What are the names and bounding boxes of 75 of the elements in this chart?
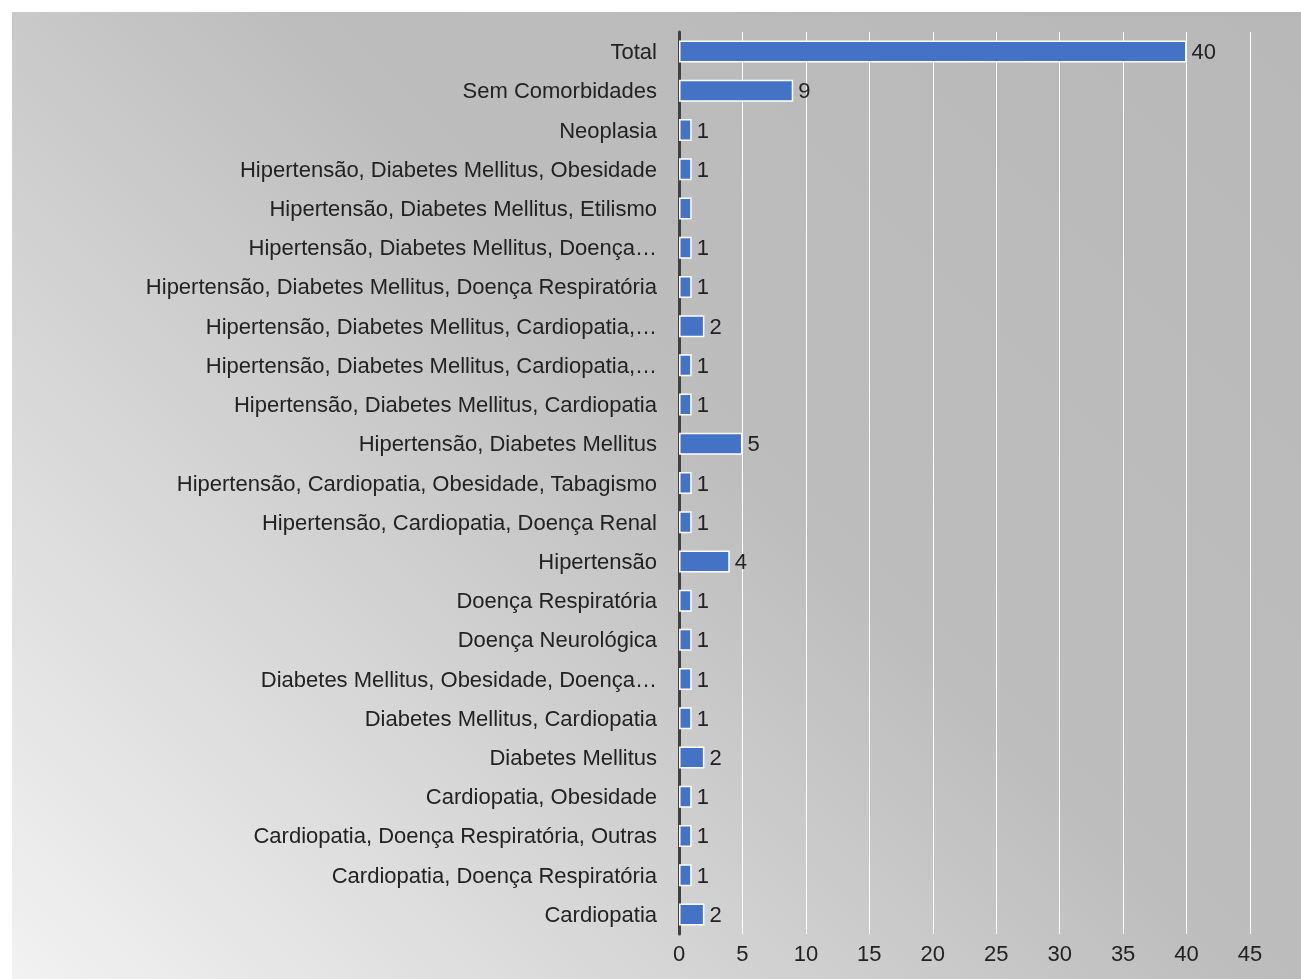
x-tick-label: 0 (672, 940, 686, 966)
x-tick-label: 40 (1174, 940, 1199, 966)
bar (679, 315, 705, 338)
data-label: 1 (696, 627, 709, 653)
bar (679, 197, 692, 220)
y-tick-label: Diabetes Mellitus, Cardiopatia (364, 705, 658, 731)
bar (679, 354, 692, 377)
x-tick-label: 25 (983, 940, 1009, 966)
data-label: 1 (696, 784, 709, 810)
bar (679, 824, 692, 847)
bar (679, 668, 692, 691)
data-label: 4 (734, 548, 748, 574)
y-tick-label: Hipertensão, Diabetes Mellitus, Cardiopatia (233, 392, 658, 418)
y-tick-label: Doença Respiratória (456, 588, 658, 614)
data-label: 40 (1191, 39, 1217, 65)
y-tick-label: Hipertensão, Diabetes Mellitus, Obesidade (239, 156, 657, 182)
data-label: 1 (696, 117, 709, 143)
data-label: 1 (696, 705, 709, 731)
data-label: 1 (696, 509, 709, 535)
x-tick-label: 5 (736, 940, 749, 966)
y-tick-label: Hipertensão, Diabetes Mellitus, Cardiopatia,… (205, 352, 657, 378)
data-label: 1 (696, 352, 709, 378)
data-label: 1 (696, 274, 709, 300)
x-tick-label: 20 (920, 940, 946, 966)
data-label: 1 (696, 156, 709, 182)
x-tick-label: 45 (1237, 940, 1263, 966)
y-tick-label: Cardiopatia (544, 901, 658, 927)
bar (679, 785, 692, 808)
data-label: 1 (696, 392, 709, 418)
bar (679, 550, 730, 573)
y-tick-label: Neoplasia (559, 117, 658, 143)
bar (679, 707, 692, 730)
y-tick-label: Sem Comorbidades (462, 78, 657, 104)
data-label: 1 (696, 862, 709, 888)
bar (679, 864, 692, 887)
x-tick-label: 10 (793, 940, 819, 966)
data-label: 5 (747, 431, 760, 457)
y-tick-label: Hipertensão, Cardiopatia, Obesidade, Tabagismo (176, 470, 657, 496)
bar (679, 903, 705, 926)
data-label: 9 (798, 78, 811, 104)
bar (679, 158, 692, 181)
data-label: 2 (709, 745, 722, 771)
x-tick-label: 30 (1047, 940, 1072, 966)
data-label: 2 (709, 901, 722, 927)
data-label: 1 (696, 235, 709, 261)
data-label: 1 (696, 470, 709, 496)
y-tick-label: Hipertensão (538, 548, 657, 574)
data-label: 1 (696, 666, 709, 692)
x-tick-label: 35 (1110, 940, 1136, 966)
y-tick-label: Hipertensão, Cardiopatia, Doença Renal (261, 509, 657, 535)
y-tick-label: Hipertensão, Diabetes Mellitus (358, 431, 657, 457)
bar (679, 236, 692, 259)
bar (679, 511, 692, 534)
y-tick-label: Total (610, 39, 657, 65)
bar (679, 746, 705, 769)
bar (679, 628, 692, 651)
data-label: 1 (696, 823, 709, 849)
data-label: 2 (709, 313, 722, 339)
bar (679, 589, 692, 612)
y-tick-label: Hipertensão, Diabetes Mellitus, Doença Respiratória (145, 274, 658, 300)
y-tick-label: Hipertensão, Diabetes Mellitus, Etilismo (269, 195, 657, 221)
y-tick-label: Cardiopatia, Obesidade (425, 784, 657, 810)
bar (679, 275, 692, 298)
bar (679, 472, 692, 494)
y-tick-label: Hipertensão, Diabetes Mellitus, Cardiopatia,… (205, 313, 657, 339)
y-tick-label: Diabetes Mellitus (489, 745, 657, 771)
bar (679, 119, 692, 142)
bar (679, 393, 692, 416)
y-tick-label: Hipertensão, Diabetes Mellitus, Doença… (248, 235, 657, 261)
y-tick-label: Cardiopatia, Doença Respiratória (331, 862, 658, 888)
y-tick-label: Cardiopatia, Doença Respiratória, Outras (253, 823, 657, 849)
y-tick-label: Diabetes Mellitus, Obesidade, Doença… (260, 666, 657, 692)
data-label: 1 (696, 588, 709, 614)
y-tick-label: Doença Neurológica (457, 627, 658, 653)
x-tick-label: 15 (857, 940, 882, 966)
